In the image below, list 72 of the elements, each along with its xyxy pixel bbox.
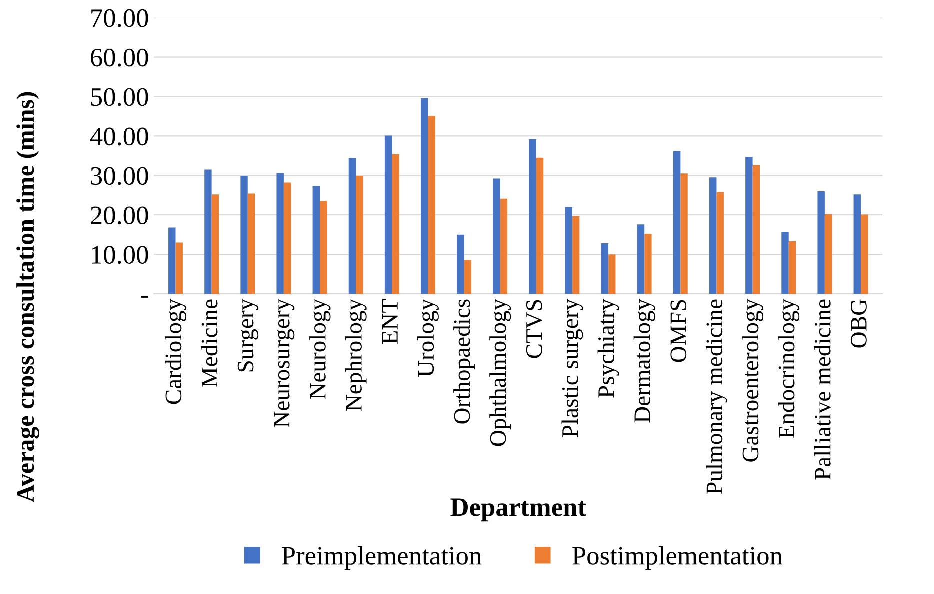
x-tick-label: Orthopaedics: [454, 300, 475, 424]
bar: [320, 201, 328, 294]
y-tick-label: -: [141, 296, 148, 298]
bar: [428, 116, 436, 294]
bar: [680, 174, 688, 294]
bar: [644, 234, 652, 294]
bar: [782, 232, 789, 294]
bar: [608, 254, 616, 294]
y-tick-label: 50.00: [91, 88, 148, 106]
x-tick-label: OMFS: [670, 300, 687, 362]
bar: [168, 228, 176, 294]
y-axis-title: Average cross consultation time (mins): [16, 92, 40, 503]
bar: [356, 176, 364, 294]
y-tick-label: 60.00: [91, 48, 148, 67]
x-tick-label: Medicine: [201, 300, 218, 388]
x-tick-label: Urology: [417, 298, 439, 378]
bar: [746, 157, 753, 294]
x-tick-label: Nephrology: [345, 298, 367, 411]
x-tick-label: Ophthalmology: [490, 298, 512, 446]
bar: [788, 242, 796, 294]
bar: [493, 178, 500, 294]
bar: [420, 98, 428, 294]
x-tick-label: Dermatology: [634, 298, 656, 423]
bar: [854, 194, 861, 294]
bar: [384, 136, 392, 294]
bar: [710, 178, 717, 294]
bar: [284, 182, 292, 294]
bar: [824, 214, 832, 294]
x-tick-label: Pulmonary medicine: [706, 300, 728, 494]
bar: [204, 170, 212, 294]
x-tick-label: OBG: [851, 300, 867, 348]
bar: [601, 244, 609, 294]
bar: [176, 242, 183, 294]
bar: [536, 158, 544, 294]
x-tick-label: Cardiology: [165, 298, 186, 404]
bar: [212, 194, 220, 294]
bar: [752, 165, 760, 294]
bar: [392, 154, 400, 294]
bar: [276, 173, 284, 294]
x-tick-label: Plastic surgery: [562, 298, 584, 438]
x-tick-label: Endocrinology: [778, 298, 800, 439]
x-tick-label: Surgery: [238, 298, 259, 372]
y-tick-label: 10.00: [92, 246, 148, 264]
bar: [348, 158, 356, 294]
y-tick-label: 70.00: [92, 9, 148, 28]
bar: [312, 186, 320, 294]
x-tick-label: Neurology: [309, 298, 331, 400]
x-tick-label: CTVS: [526, 300, 542, 358]
x-tick-label: Psychiatry: [598, 298, 620, 398]
legend-label: Preimplementation: [282, 546, 482, 570]
x-tick-label: Neurosurgery: [274, 298, 295, 428]
y-tick-label: 40.00: [90, 128, 148, 146]
x-tick-label: Palliative medicine: [814, 300, 831, 480]
bar: [529, 139, 536, 294]
bar: [572, 216, 580, 294]
bar: [637, 224, 645, 294]
x-axis-title: Department: [450, 498, 586, 522]
bar: [248, 194, 256, 294]
bar: [860, 214, 868, 294]
bar: [240, 176, 248, 294]
bar: [500, 198, 508, 294]
bar: [818, 191, 825, 294]
legend-label: Postimplementation: [572, 546, 783, 570]
bar: [673, 151, 681, 294]
bar: [565, 207, 572, 294]
y-tick-label: 20.00: [91, 206, 148, 225]
y-tick-label: 30.00: [91, 167, 148, 186]
x-tick-label: ENT: [382, 299, 398, 344]
bar: [716, 192, 724, 294]
x-tick-label: Gastroenterology: [742, 298, 764, 462]
bar: [457, 234, 464, 294]
bar: [464, 260, 472, 294]
